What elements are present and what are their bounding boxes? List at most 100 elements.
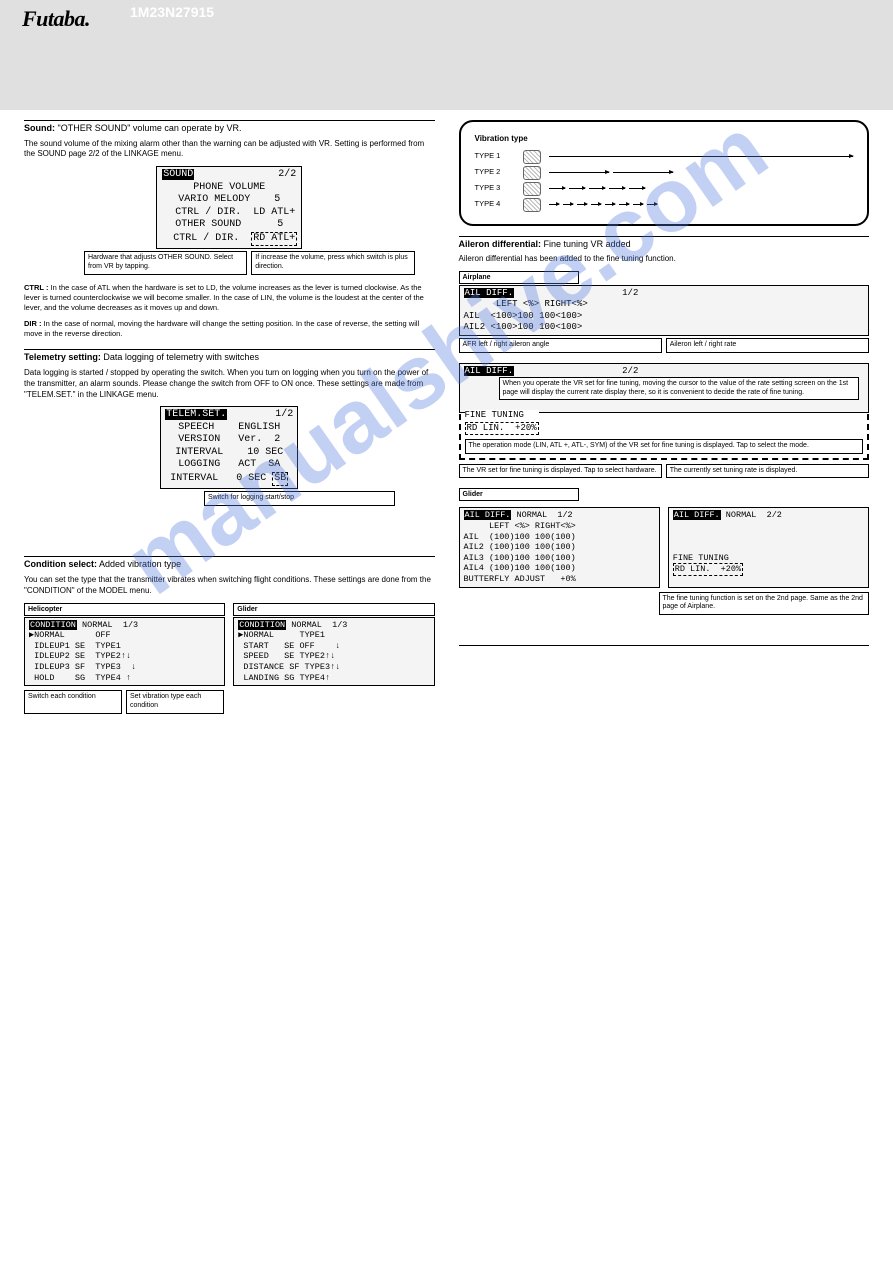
- sound-lcd-page: 2/2: [278, 169, 296, 180]
- cond-p1: You can set the type that the transmitte…: [24, 575, 435, 597]
- sound-lcd-title: SOUND: [162, 169, 194, 180]
- vibes-icon: [523, 150, 541, 164]
- vibes-t2: TYPE 2: [475, 166, 515, 179]
- section-title-aildiff: Aileron differential: Fine tuning VR add…: [459, 236, 870, 251]
- g1-l4: AIL3 (100)100 100(100): [464, 553, 576, 563]
- telem-lcd-l2b: Ver. 2: [238, 434, 280, 445]
- spacer: [459, 478, 870, 488]
- arrow-icon: [609, 188, 625, 189]
- fine-tuning-lcd: FINE TUNING RD LIN. +20%: [465, 410, 539, 435]
- arrow-icon: [605, 204, 615, 205]
- aildiff-glider-header: Glider: [459, 488, 579, 501]
- cond-heli-l4: IDLEUP3 SF TYPE3 ↓: [29, 662, 136, 672]
- g1-l1: LEFT <%> RIGHT<%>: [464, 521, 576, 531]
- sound-lcd-l1: PHONE VOLUME: [193, 182, 265, 193]
- cond-glid-l1: ▶NORMAL TYPE1: [238, 630, 325, 640]
- spacer: [24, 506, 435, 546]
- g2-mode: NORMAL: [726, 510, 757, 520]
- g2-title: AIL DIFF.: [673, 510, 721, 520]
- aildiff-air-lcd: AIL DIFF. 1/2 LEFT <%> RIGHT<%> AIL <100…: [459, 285, 870, 336]
- aildiff-call-a-r: Aileron left / right rate: [666, 338, 869, 353]
- cond-glider-header: Glider: [233, 603, 434, 616]
- vibes-box: Vibration type TYPE 1 TYPE 2 TYPE 3: [459, 120, 870, 226]
- arrow-icon: [589, 188, 605, 189]
- g1-l5: AIL4 (100)100 100(100): [464, 563, 576, 573]
- aildiff-air-lcd-title: AIL DIFF.: [464, 288, 515, 298]
- section-title-telem: Telemetry setting: Data logging of telem…: [24, 349, 435, 364]
- section-title-sound: Sound: "OTHER SOUND" volume can operate …: [24, 120, 435, 135]
- fine-tuning-call-r: The currently set tuning rate is display…: [666, 464, 869, 479]
- arrow-icon: [647, 204, 657, 205]
- telem-p1: Data logging is started / stopped by ope…: [24, 368, 435, 400]
- cond-heli-l2: IDLEUP1 SE TYPE1: [29, 641, 121, 651]
- content-columns: Sound: "OTHER SOUND" volume can operate …: [0, 110, 893, 714]
- g2-l1: FINE TUNING: [673, 553, 729, 563]
- arrow-icon: [629, 188, 645, 189]
- aildiff-glider-lcd2: AIL DIFF. NORMAL 2/2 FINE TUNING RD LIN.…: [668, 507, 869, 587]
- sound-dir-block: DIR : In the case of normal, moving the …: [24, 319, 435, 339]
- spacer: [459, 353, 870, 363]
- sound-dir-text: In the case of normal, moving the hardwa…: [24, 319, 419, 338]
- telem-lcd-title: TELEM.SET.: [165, 409, 227, 420]
- telem-lcd-l2a: VERSION: [178, 434, 220, 445]
- aildiff-p1: Aileron differential has been added to t…: [459, 254, 870, 265]
- aildiff-p2-lcd-title: AIL DIFF.: [464, 366, 515, 376]
- arrow-icon: [613, 172, 673, 173]
- fine-tuning-value: RD LIN. +20%: [465, 422, 539, 435]
- aildiff-p2-topcall: When you operate the VR set for fine tun…: [499, 377, 860, 401]
- arrow-group: [549, 172, 673, 173]
- g2-l2: RD LIN. +20%: [673, 563, 743, 576]
- separator: [459, 645, 870, 646]
- telem-lcd-l1a: SPEECH: [178, 422, 214, 433]
- arrow-icon: [591, 204, 601, 205]
- sound-lcd-l5b: RD ATL+: [251, 232, 297, 247]
- vibes-icon: [523, 166, 541, 180]
- cond-glider-lcd: CONDITION NORMAL 1/3 ▶NORMAL TYPE1 START…: [233, 617, 434, 687]
- arrow-icon: [549, 172, 609, 173]
- arrow-icon: [619, 204, 629, 205]
- arrow-group: [549, 204, 657, 205]
- aildiff-call-a-l: AFR left / right aileron angle: [459, 338, 662, 353]
- left-column: Sound: "OTHER SOUND" volume can operate …: [24, 110, 435, 714]
- aildiff-air-header: Airplane: [459, 271, 579, 284]
- telem-lcd-l3b: 10 SEC: [247, 447, 283, 458]
- aildiff-air-l1: LEFT <%> RIGHT<%>: [464, 299, 588, 309]
- sound-lcd-l5a: CTRL / DIR.: [161, 233, 239, 244]
- sound-p1: The sound volume of the mixing alarm oth…: [24, 139, 435, 161]
- arrow-icon: [549, 188, 565, 189]
- cond-glid-l4: DISTANCE SF TYPE3↑↓: [238, 662, 340, 672]
- sound-callout-2: If increase the volume, press which swit…: [251, 251, 414, 275]
- sound-lcd-l3a: CTRL / DIR.: [163, 207, 241, 218]
- cond-glid-l2: START SE OFF ↓: [238, 641, 340, 651]
- sound-callouts: Hardware that adjusts OTHER SOUND. Selec…: [84, 251, 415, 275]
- vibes-row-1: TYPE 1: [475, 150, 854, 164]
- sound-ctrl-label: CTRL :: [24, 283, 48, 292]
- telem-lcd-wrap: TELEM.SET. 1/2 SPEECH ENGLISH VERSION Ve…: [24, 406, 435, 489]
- aildiff-air-l3: AIL2 <100>100 100<100>: [464, 322, 583, 332]
- cond-heli-l3: IDLEUP2 SE TYPE2↑↓: [29, 651, 131, 661]
- telem-lcd-l4b: ACT SA: [238, 459, 280, 470]
- sound-lcd-l2b: 5: [274, 194, 280, 205]
- telem-lcd-l5a: INTERVAL: [170, 473, 218, 484]
- telem-callouts: Switch for logging start/stop: [204, 491, 395, 506]
- g1-l3: AIL2 (100)100 100(100): [464, 542, 576, 552]
- cond-glider-block: Glider CONDITION NORMAL 1/3 ▶NORMAL TYPE…: [233, 603, 434, 687]
- g1-title: AIL DIFF.: [464, 510, 512, 520]
- arrow-icon: [563, 204, 573, 205]
- aildiff-glider-pair: AIL DIFF. NORMAL 1/2 LEFT <%> RIGHT<%> A…: [459, 507, 870, 587]
- header-title: 1M23N27915: [130, 4, 214, 20]
- section-title-telem-bold: Telemetry setting:: [24, 352, 101, 362]
- vibes-t4: TYPE 4: [475, 198, 515, 211]
- vibes-icon: [523, 198, 541, 212]
- cond-heli-l1: ▶NORMAL OFF: [29, 630, 111, 640]
- arrow-icon: [633, 204, 643, 205]
- cond-callout-vb: Set vibration type each condition: [126, 690, 224, 714]
- vibes-icon: [523, 182, 541, 196]
- cond-heli-block: Helicopter CONDITION NORMAL 1/3 ▶NORMAL …: [24, 603, 225, 687]
- section-title-sound-rest: "OTHER SOUND" volume can operate by VR.: [58, 123, 242, 133]
- arrow-icon: [569, 188, 585, 189]
- cond-glider-lcd-mode: NORMAL: [291, 620, 322, 630]
- fine-tuning-call-l: The VR set for fine tuning is displayed.…: [459, 464, 662, 479]
- cond-heli-lcd-mode: NORMAL: [82, 620, 113, 630]
- telem-lcd-l3a: INTERVAL: [175, 447, 223, 458]
